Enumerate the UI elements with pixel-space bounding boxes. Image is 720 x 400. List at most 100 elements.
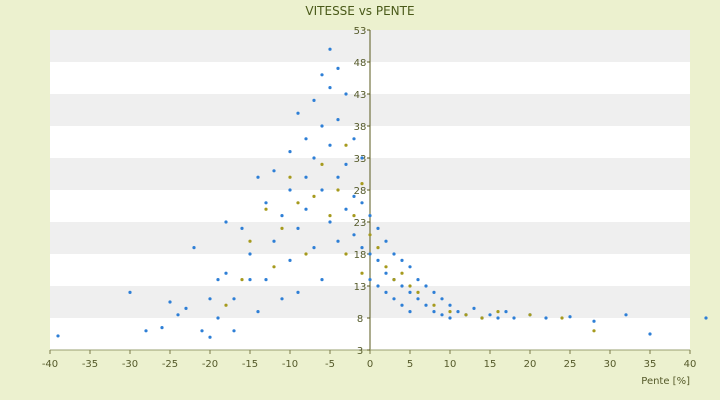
x-tick-label: -30	[122, 359, 138, 370]
data-point-blue	[320, 73, 324, 77]
data-point-blue	[544, 316, 548, 320]
data-point-blue	[56, 334, 60, 338]
data-point-blue	[352, 233, 356, 237]
data-point-olive	[392, 278, 396, 282]
data-point-blue	[352, 194, 356, 198]
data-point-blue	[424, 284, 428, 288]
data-point-olive	[352, 214, 356, 218]
data-point-blue	[376, 258, 380, 262]
data-point-olive	[328, 214, 332, 218]
data-point-olive	[376, 246, 380, 250]
data-point-blue	[496, 316, 500, 320]
data-point-blue	[368, 278, 372, 282]
y-tick-label: 38	[354, 122, 367, 133]
data-point-blue	[592, 319, 596, 323]
data-point-olive	[336, 188, 340, 192]
data-point-olive	[384, 265, 388, 269]
data-point-blue	[432, 290, 436, 294]
data-point-blue	[208, 335, 212, 339]
data-point-blue	[384, 271, 388, 275]
data-point-blue	[624, 313, 628, 317]
data-point-blue	[288, 258, 292, 262]
x-tick-label: 35	[644, 359, 657, 370]
data-point-olive	[320, 162, 324, 166]
data-point-olive	[368, 233, 372, 237]
data-point-blue	[360, 246, 364, 250]
data-point-olive	[464, 313, 468, 317]
x-tick-label: 10	[444, 359, 457, 370]
data-point-olive	[560, 316, 564, 320]
data-point-blue	[240, 226, 244, 230]
data-point-blue	[248, 278, 252, 282]
data-point-blue	[432, 310, 436, 314]
data-point-blue	[232, 297, 236, 301]
data-point-blue	[328, 86, 332, 90]
data-point-olive	[296, 201, 300, 205]
data-point-blue	[288, 188, 292, 192]
data-point-blue	[312, 246, 316, 250]
data-point-blue	[272, 169, 276, 173]
data-point-olive	[224, 303, 228, 307]
x-tick-label: 40	[684, 359, 697, 370]
data-point-blue	[208, 297, 212, 301]
data-point-olive	[592, 329, 596, 333]
data-point-blue	[256, 175, 260, 179]
x-tick-label: -10	[282, 359, 298, 370]
data-point-blue	[400, 258, 404, 262]
y-tick-label: 3	[357, 346, 363, 357]
y-tick-label: 53	[354, 26, 367, 37]
x-tick-label: -20	[202, 359, 218, 370]
data-point-blue	[368, 214, 372, 218]
data-point-blue	[408, 310, 412, 314]
data-point-blue	[312, 156, 316, 160]
data-point-blue	[304, 207, 308, 211]
data-point-olive	[448, 310, 452, 314]
data-point-blue	[408, 290, 412, 294]
data-point-blue	[232, 329, 236, 333]
data-point-blue	[248, 252, 252, 256]
x-tick-label: -25	[162, 359, 178, 370]
y-tick-label: 8	[357, 314, 363, 325]
x-tick-label: 15	[484, 359, 497, 370]
chart-title: VITESSE vs PENTE	[305, 4, 414, 18]
data-point-blue	[376, 284, 380, 288]
data-point-blue	[320, 188, 324, 192]
data-point-olive	[344, 252, 348, 256]
data-point-blue	[440, 297, 444, 301]
data-point-blue	[568, 315, 572, 319]
x-tick-label: 5	[407, 359, 413, 370]
x-tick-label: 20	[524, 359, 537, 370]
data-point-blue	[416, 297, 420, 301]
data-point-olive	[432, 303, 436, 307]
data-point-olive	[288, 175, 292, 179]
data-point-blue	[144, 329, 148, 333]
data-point-olive	[312, 194, 316, 198]
data-point-olive	[480, 316, 484, 320]
data-point-blue	[456, 310, 460, 314]
data-point-blue	[648, 332, 652, 336]
x-tick-label: -35	[82, 359, 98, 370]
data-point-blue	[128, 290, 132, 294]
x-tick-label: 0	[367, 359, 373, 370]
data-point-blue	[336, 66, 340, 70]
data-point-blue	[384, 290, 388, 294]
data-point-blue	[184, 306, 188, 310]
data-point-blue	[264, 201, 268, 205]
data-point-blue	[400, 284, 404, 288]
data-point-blue	[392, 297, 396, 301]
data-point-blue	[312, 98, 316, 102]
data-point-blue	[304, 175, 308, 179]
data-point-blue	[408, 265, 412, 269]
x-tick-label: -40	[42, 359, 58, 370]
y-tick-label: 18	[354, 250, 367, 261]
data-point-blue	[296, 226, 300, 230]
data-point-blue	[200, 329, 204, 333]
data-point-blue	[352, 137, 356, 141]
data-point-blue	[192, 246, 196, 250]
data-point-blue	[448, 316, 452, 320]
x-tick-label: 30	[604, 359, 617, 370]
data-point-blue	[216, 316, 220, 320]
data-point-blue	[304, 137, 308, 141]
data-point-blue	[336, 239, 340, 243]
